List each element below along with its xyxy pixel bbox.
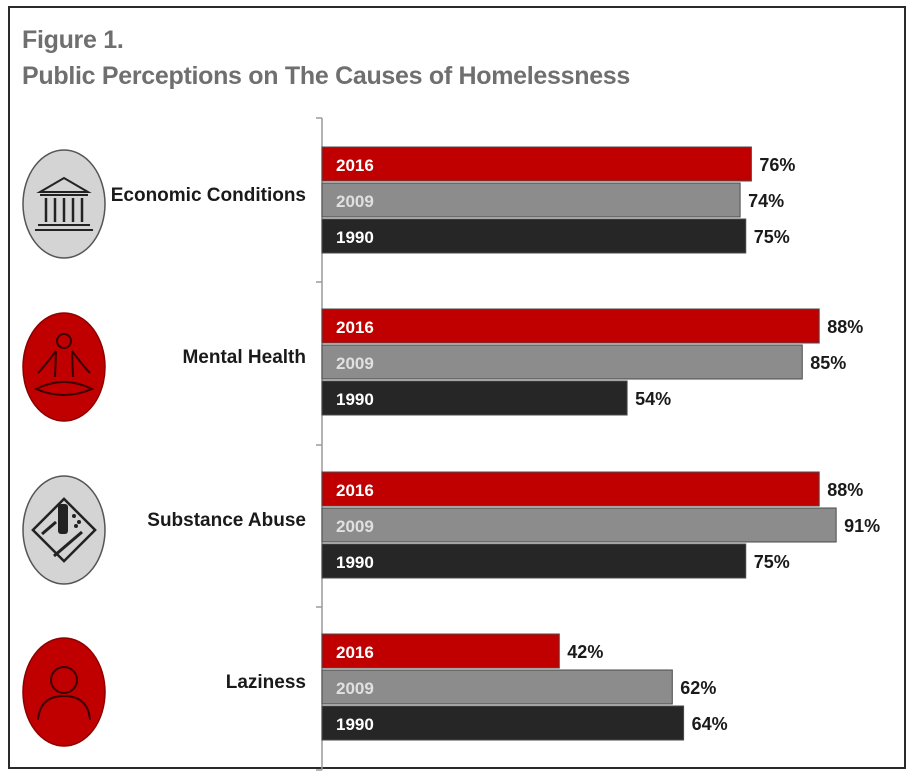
bar-2016: [321, 146, 752, 182]
data-label: 85%: [810, 353, 846, 373]
bar-2016: [321, 471, 820, 507]
data-label: 76%: [759, 155, 795, 175]
bar-1990: [321, 705, 685, 741]
bar-1990: [321, 380, 628, 416]
bar-2016: [321, 308, 820, 344]
data-label: 91%: [844, 516, 880, 536]
data-label: 64%: [692, 714, 728, 734]
data-label: 74%: [748, 191, 784, 211]
bar-2009: [321, 182, 741, 218]
bar-series-label: 2009: [336, 354, 374, 373]
bar-series-label: 2016: [336, 156, 374, 175]
data-label: 75%: [754, 227, 790, 247]
bank-icon: [22, 149, 106, 259]
category-label: Substance Abuse: [147, 510, 306, 531]
bar-series-label: 1990: [336, 715, 374, 734]
data-label: 88%: [827, 317, 863, 337]
bar-2009: [321, 344, 803, 380]
bar-series-label: 2016: [336, 318, 374, 337]
category-label: Laziness: [226, 672, 306, 693]
bar-2016: [321, 633, 560, 669]
data-label: 75%: [754, 552, 790, 572]
bar-1990: [321, 543, 747, 579]
data-label: 54%: [635, 389, 671, 409]
data-label: 42%: [567, 642, 603, 662]
figure-label: Figure 1.: [22, 26, 124, 54]
bar-series-label: 1990: [336, 228, 374, 247]
data-label: 62%: [680, 678, 716, 698]
bar-series-label: 2009: [336, 517, 374, 536]
data-label: 88%: [827, 480, 863, 500]
bar-series-label: 1990: [336, 390, 374, 409]
chart-title: Public Perceptions on The Causes of Home…: [22, 62, 631, 90]
bar-series-label: 2009: [336, 192, 374, 211]
person-icon: [22, 637, 106, 747]
substance-icon: [22, 475, 106, 585]
category-label: Mental Health: [182, 347, 306, 368]
meditation-icon: [22, 312, 106, 422]
bar-1990: [321, 218, 747, 254]
bar-series-label: 2009: [336, 679, 374, 698]
bar-2009: [321, 669, 673, 705]
bar-series-label: 1990: [336, 553, 374, 572]
bar-2009: [321, 507, 837, 543]
bar-series-label: 2016: [336, 643, 374, 662]
bar-series-label: 2016: [336, 481, 374, 500]
category-label: Economic Conditions: [111, 185, 306, 206]
